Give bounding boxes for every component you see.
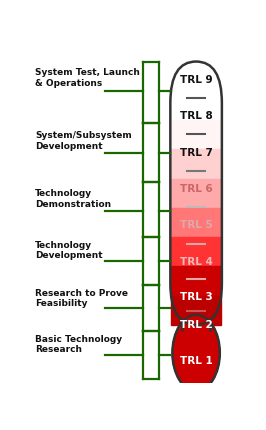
Text: TRL 5: TRL 5 [180,221,213,230]
Bar [182,322,210,353]
Bar [171,266,221,295]
Text: TRL 6: TRL 6 [180,184,213,194]
Text: TRL 4: TRL 4 [180,257,213,267]
Text: TRL 1: TRL 1 [180,356,213,366]
Text: TRL 7: TRL 7 [180,147,213,157]
Bar [171,237,221,266]
Text: TRL 8: TRL 8 [180,111,213,121]
Text: TRL 3: TRL 3 [180,292,213,301]
Text: TRL 2: TRL 2 [180,320,213,330]
Text: Technology
Development: Technology Development [35,240,103,260]
Bar [171,61,221,91]
Circle shape [172,315,220,391]
Text: TRL 9: TRL 9 [180,75,213,85]
Bar [171,149,221,178]
Bar [171,208,221,237]
Text: Technology
Demonstration: Technology Demonstration [35,189,111,209]
Bar [171,120,221,149]
FancyBboxPatch shape [170,61,222,325]
Text: System/Subsystem
Development: System/Subsystem Development [35,131,132,150]
Text: Research to Prove
Feasibility: Research to Prove Feasibility [35,289,128,308]
Text: System Test, Launch
& Operations: System Test, Launch & Operations [35,68,140,88]
Text: Basic Technology
Research: Basic Technology Research [35,335,122,354]
Bar [171,295,221,325]
Bar [171,178,221,208]
Bar [171,91,221,120]
